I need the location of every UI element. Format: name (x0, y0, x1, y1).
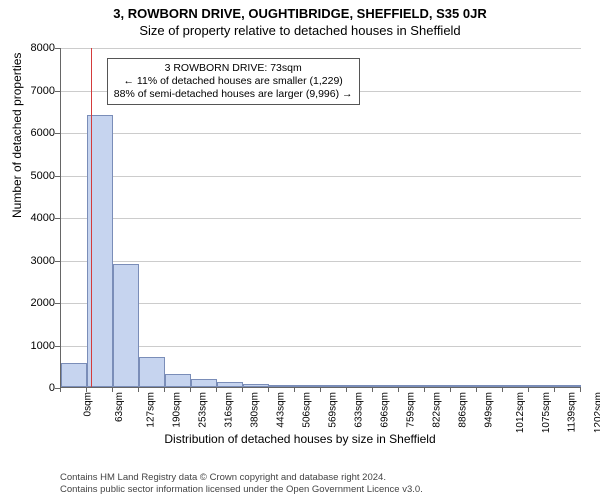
y-tick-mark (55, 346, 60, 347)
x-tick-mark (398, 387, 399, 392)
histogram-bar (529, 385, 554, 387)
x-tick-label: 569sqm (328, 392, 339, 428)
x-axis-label: Distribution of detached houses by size … (0, 432, 600, 446)
x-tick-label: 316sqm (224, 392, 235, 428)
histogram-bar (61, 363, 86, 387)
footer-line-1: Contains HM Land Registry data © Crown c… (60, 472, 423, 484)
histogram-bar (477, 385, 502, 387)
histogram-bar (503, 385, 528, 387)
y-tick-label: 1000 (15, 340, 55, 352)
annotation-line-2: ← 11% of detached houses are smaller (1,… (114, 75, 353, 88)
histogram-bar (139, 357, 164, 387)
gridline (61, 133, 581, 134)
x-tick-label: 759sqm (406, 392, 417, 428)
histogram-bar (191, 379, 216, 387)
annotation-box: 3 ROWBORN DRIVE: 73sqm ← 11% of detached… (107, 58, 360, 105)
y-tick-label: 0 (15, 382, 55, 394)
page-subtitle: Size of property relative to detached ho… (0, 21, 600, 38)
x-tick-mark (476, 387, 477, 392)
y-tick-label: 7000 (15, 85, 55, 97)
x-tick-label: 506sqm (302, 392, 313, 428)
histogram-bar (113, 264, 138, 387)
gridline (61, 48, 581, 49)
x-tick-label: 0sqm (82, 392, 93, 416)
x-tick-label: 822sqm (432, 392, 443, 428)
annotation-line-1: 3 ROWBORN DRIVE: 73sqm (114, 62, 353, 75)
x-tick-label: 886sqm (458, 392, 469, 428)
y-tick-label: 8000 (15, 42, 55, 54)
x-tick-label: 443sqm (276, 392, 287, 428)
annotation-line-3: 88% of semi-detached houses are larger (… (114, 88, 353, 101)
y-tick-label: 5000 (15, 170, 55, 182)
histogram-bar (217, 382, 242, 387)
histogram-bar (373, 385, 398, 387)
x-tick-label: 949sqm (484, 392, 495, 428)
x-tick-mark (528, 387, 529, 392)
x-tick-mark (112, 387, 113, 392)
histogram-bar (243, 384, 268, 387)
x-tick-mark (294, 387, 295, 392)
histogram-bar (399, 385, 424, 387)
y-tick-label: 6000 (15, 127, 55, 139)
reference-line (91, 48, 92, 387)
histogram-bar (165, 374, 190, 387)
x-tick-label: 63sqm (114, 392, 125, 422)
x-tick-mark (580, 387, 581, 392)
x-tick-mark (86, 387, 87, 392)
x-tick-label: 253sqm (198, 392, 209, 428)
x-tick-label: 127sqm (146, 392, 157, 428)
chart-container: 3, ROWBORN DRIVE, OUGHTIBRIDGE, SHEFFIEL… (0, 0, 600, 500)
x-tick-mark (242, 387, 243, 392)
gridline (61, 346, 581, 347)
x-tick-label: 633sqm (354, 392, 365, 428)
x-tick-mark (320, 387, 321, 392)
y-tick-label: 4000 (15, 212, 55, 224)
x-tick-label: 1012sqm (515, 392, 526, 433)
x-tick-mark (60, 387, 61, 392)
x-tick-label: 190sqm (172, 392, 183, 428)
histogram-bar (321, 385, 346, 387)
x-tick-label: 1075sqm (541, 392, 552, 433)
gridline (61, 303, 581, 304)
histogram-bar (347, 385, 372, 387)
y-tick-label: 3000 (15, 255, 55, 267)
x-tick-mark (424, 387, 425, 392)
x-tick-mark (450, 387, 451, 392)
y-tick-mark (55, 133, 60, 134)
y-tick-label: 2000 (15, 297, 55, 309)
gridline (61, 176, 581, 177)
y-tick-mark (55, 176, 60, 177)
x-tick-mark (268, 387, 269, 392)
x-tick-mark (502, 387, 503, 392)
x-tick-mark (346, 387, 347, 392)
x-tick-label: 696sqm (380, 392, 391, 428)
y-tick-mark (55, 303, 60, 304)
histogram-bar (425, 385, 450, 387)
gridline (61, 261, 581, 262)
y-tick-mark (55, 218, 60, 219)
chart-area: 3 ROWBORN DRIVE: 73sqm ← 11% of detached… (60, 48, 580, 388)
x-tick-mark (554, 387, 555, 392)
gridline (61, 218, 581, 219)
histogram-bar (451, 385, 476, 387)
y-tick-mark (55, 91, 60, 92)
x-tick-label: 380sqm (250, 392, 261, 428)
y-tick-mark (55, 48, 60, 49)
page-title: 3, ROWBORN DRIVE, OUGHTIBRIDGE, SHEFFIEL… (0, 0, 600, 21)
x-tick-mark (190, 387, 191, 392)
x-tick-mark (138, 387, 139, 392)
x-tick-mark (216, 387, 217, 392)
histogram-bar (555, 385, 580, 387)
x-tick-label: 1139sqm (566, 392, 577, 432)
footer-credits: Contains HM Land Registry data © Crown c… (60, 472, 423, 496)
x-tick-mark (164, 387, 165, 392)
y-tick-mark (55, 261, 60, 262)
x-tick-mark (372, 387, 373, 392)
footer-line-2: Contains public sector information licen… (60, 484, 423, 496)
histogram-bar (269, 385, 294, 387)
x-tick-label: 1202sqm (593, 392, 600, 433)
histogram-bar (295, 385, 320, 387)
